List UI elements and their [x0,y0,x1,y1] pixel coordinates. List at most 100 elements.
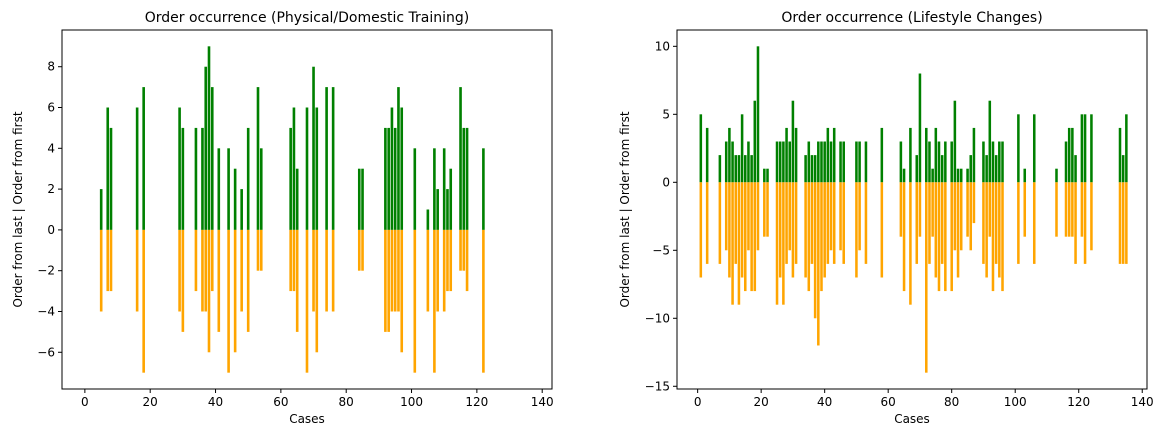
bar-order-from-first [699,114,703,183]
bar-order-from-last [459,229,462,271]
bar-order-from-last [940,182,944,264]
bar-order-from-last [449,229,453,292]
bar-order-from-last [810,182,814,264]
bar-order-from-first [449,168,453,230]
bar-order-from-first [201,127,204,230]
plot-frame [61,29,553,390]
bar-order-from-first [826,127,830,183]
bar-order-from-last [763,182,766,237]
bar-order-from-first [855,141,858,183]
bar-order-from-first [788,141,792,183]
bar-order-from-first [925,127,928,183]
bar-order-from-last [207,229,211,353]
y-tick-label: −15 [645,379,670,393]
bar-order-from-first [724,141,728,183]
y-axis-label: Order from last | Order from first [11,111,25,307]
bar-order-from-first [858,141,861,183]
bar-order-from-first [839,141,842,183]
bar-order-from-first [842,141,845,183]
x-tick-label: 80 [339,395,354,409]
bar-order-from-first [813,155,817,183]
bar-order-from-first [705,127,709,183]
bar-order-from-first [433,148,436,230]
bar-order-from-first [259,148,263,230]
bar-order-from-last [413,229,417,373]
bar-order-from-first [775,141,779,183]
bar-order-from-last [1083,182,1087,264]
x-tick-label: 140 [531,395,554,409]
bar-order-from-last [934,182,938,278]
bar-order-from-last [699,182,703,278]
x-axis-label: Cases [289,412,325,426]
chart-physical-domestic-training: 0 20 40 60 80 100 120 140 −6 −4 −2 0 2 4 6 8 Order occur… [11,10,554,426]
bar-order-from-first [393,127,397,230]
bar-order-from-first [956,168,960,183]
bar-order-from-first [994,155,998,183]
bar-order-from-first [807,141,811,183]
bar-order-from-first [766,168,769,183]
bar-order-from-last [747,182,750,251]
x-tick-label: 120 [465,395,488,409]
bar-order-from-first [99,189,103,230]
bar-order-from-first [1125,114,1128,183]
bar-order-from-first [178,107,181,230]
bar-order-from-first [966,168,969,183]
bar-order-from-last [1080,182,1084,237]
y-tick-label: −4 [37,304,55,318]
bar-order-from-last [240,229,243,312]
bar-order-from-first [982,141,985,183]
y-tick-label: 4 [47,141,55,155]
bar-order-from-first [937,141,941,183]
bar-order-from-last [210,229,214,292]
bar-order-from-first [810,155,814,183]
bar-order-from-last [785,182,788,264]
bar-order-from-last [858,182,861,251]
bar-order-from-last [106,229,110,292]
bar-order-from-last [387,229,390,332]
bar-order-from-first [832,127,836,183]
bar-order-from-first [950,141,953,183]
bar-order-from-first [756,46,760,183]
bar-order-from-first [462,127,466,230]
bar-order-from-last [201,229,204,312]
bar-order-from-last [178,229,181,312]
bar-order-from-first [1090,114,1093,183]
bar-order-from-last [256,229,260,271]
bar-order-from-last [246,229,250,332]
y-axis-label: Order from last | Order from first [618,111,632,307]
bar-order-from-first [953,100,957,183]
bar-order-from-first [289,127,292,230]
chart-lifestyle-changes: 0 20 40 60 80 100 120 140 −15 −10 −5 0 5 10 Order occu… [618,10,1154,426]
bar-order-from-first [312,66,315,230]
bar-order-from-last [731,182,734,305]
bar-order-from-last [217,229,221,332]
bar-order-from-last [99,229,103,312]
bar-order-from-first [817,141,820,183]
bar-order-from-last [766,182,769,237]
bar-order-from-last [446,229,449,292]
bar-order-from-last [1064,182,1068,237]
bar-order-from-first [1071,127,1074,183]
bar-order-from-first [959,168,963,183]
bar-order-from-first [804,155,807,183]
bar-order-from-last [791,182,795,278]
bar-order-from-first [106,107,110,230]
bar-order-from-first [1001,141,1004,183]
bar-order-from-first [109,127,113,230]
bar-order-from-last [292,229,296,292]
x-tick-label: 100 [1004,395,1027,409]
bar-order-from-last [966,182,969,237]
bar-order-from-last [181,229,185,332]
bar-order-from-first [1023,168,1027,183]
bar-order-from-last [959,182,963,251]
bar-order-from-first [142,87,145,230]
bar-order-from-first [1121,155,1125,183]
bar-order-from-first [384,127,387,230]
bar-order-from-last [194,229,198,292]
y-tick-label: 2 [47,182,55,196]
bar-order-from-last [384,229,387,332]
bar-order-from-first [794,127,798,183]
bar-order-from-last [734,182,738,264]
bar-order-from-last [433,229,436,373]
bar-order-from-last [839,182,842,251]
